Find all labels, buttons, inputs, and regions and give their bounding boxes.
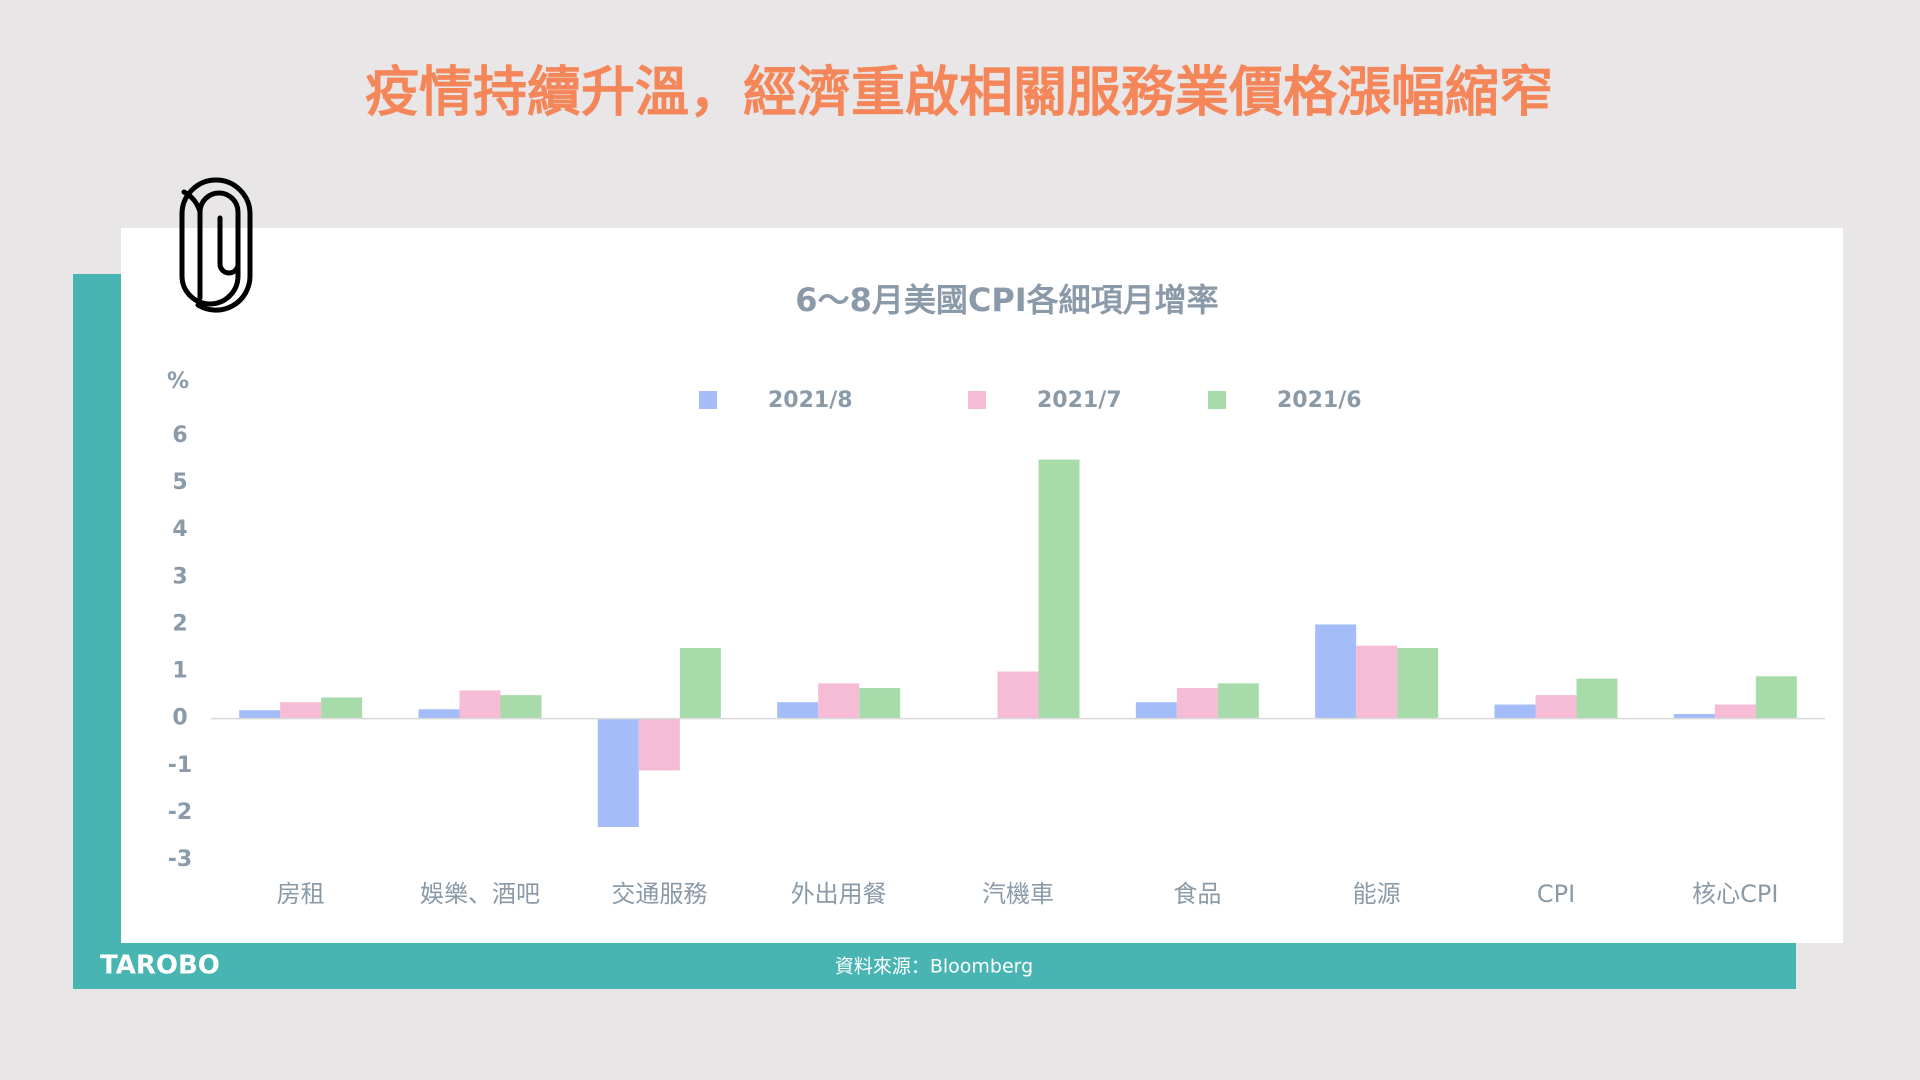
bar [1673,713,1715,719]
bar [280,702,322,719]
legend-label: 2021/8 [768,388,853,413]
bar [1535,695,1577,719]
y-tick-label: 0 [172,706,187,731]
bar [638,718,680,771]
bar [818,683,860,719]
bar [1397,648,1439,719]
bar [1038,459,1080,719]
y-tick-label: 5 [172,470,187,495]
bar [1135,702,1177,719]
bar [500,695,542,719]
y-tick-label: -1 [168,753,192,778]
bar [1755,676,1797,719]
bar [1217,683,1259,719]
legend-label: 2021/7 [1037,388,1122,413]
bar [1356,645,1398,719]
y-tick-label: -2 [168,800,192,825]
y-tick-label: 3 [172,564,187,589]
source: 資料來源：Bloomberg [835,956,1033,978]
bar [459,690,501,719]
bar [1576,678,1618,719]
bar [418,709,460,719]
x-tick-label: 外出用餐 [791,880,887,908]
bar [321,697,363,719]
bar [679,648,721,719]
page-title: 疫情持續升溫，經濟重啟相關服務業價格漲幅縮窄 [365,61,1553,124]
legend-label: 2021/6 [1277,388,1362,413]
bar [859,688,901,719]
paperclip [179,177,253,313]
legend-swatch [968,391,986,409]
x-tick-label: 交通服務 [611,880,707,908]
x-tick-label: 房租 [277,880,325,908]
x-tick-label: 食品 [1173,880,1221,908]
x-tick-label: 能源 [1353,880,1401,908]
y-tick-label: 2 [172,611,187,636]
x-tick-label: 娛樂、酒吧 [420,880,540,908]
bar [1494,704,1536,719]
bar [777,702,819,719]
x-tick-label: 汽機車 [982,880,1054,908]
bar [239,710,281,719]
bar [1315,624,1357,719]
chart-title: 6～8月美國CPI各細項月增率 [795,281,1218,319]
chart-panel [121,228,1843,943]
logo: TAROBO [100,951,220,981]
y-tick-label: 4 [172,517,187,542]
y-tick-label: 6 [172,423,187,448]
x-tick-label: CPI [1537,880,1575,908]
y-tick-label: -3 [168,847,192,872]
x-tick-label: 核心CPI [1692,880,1778,908]
bar [1176,688,1218,719]
bar [1714,704,1756,719]
y-axis-label: % [167,369,189,394]
legend-swatch [699,391,717,409]
y-tick-label: 1 [172,659,187,684]
bar [597,718,639,828]
bar [997,671,1039,719]
paperclip [197,190,241,301]
legend-swatch [1208,391,1226,409]
